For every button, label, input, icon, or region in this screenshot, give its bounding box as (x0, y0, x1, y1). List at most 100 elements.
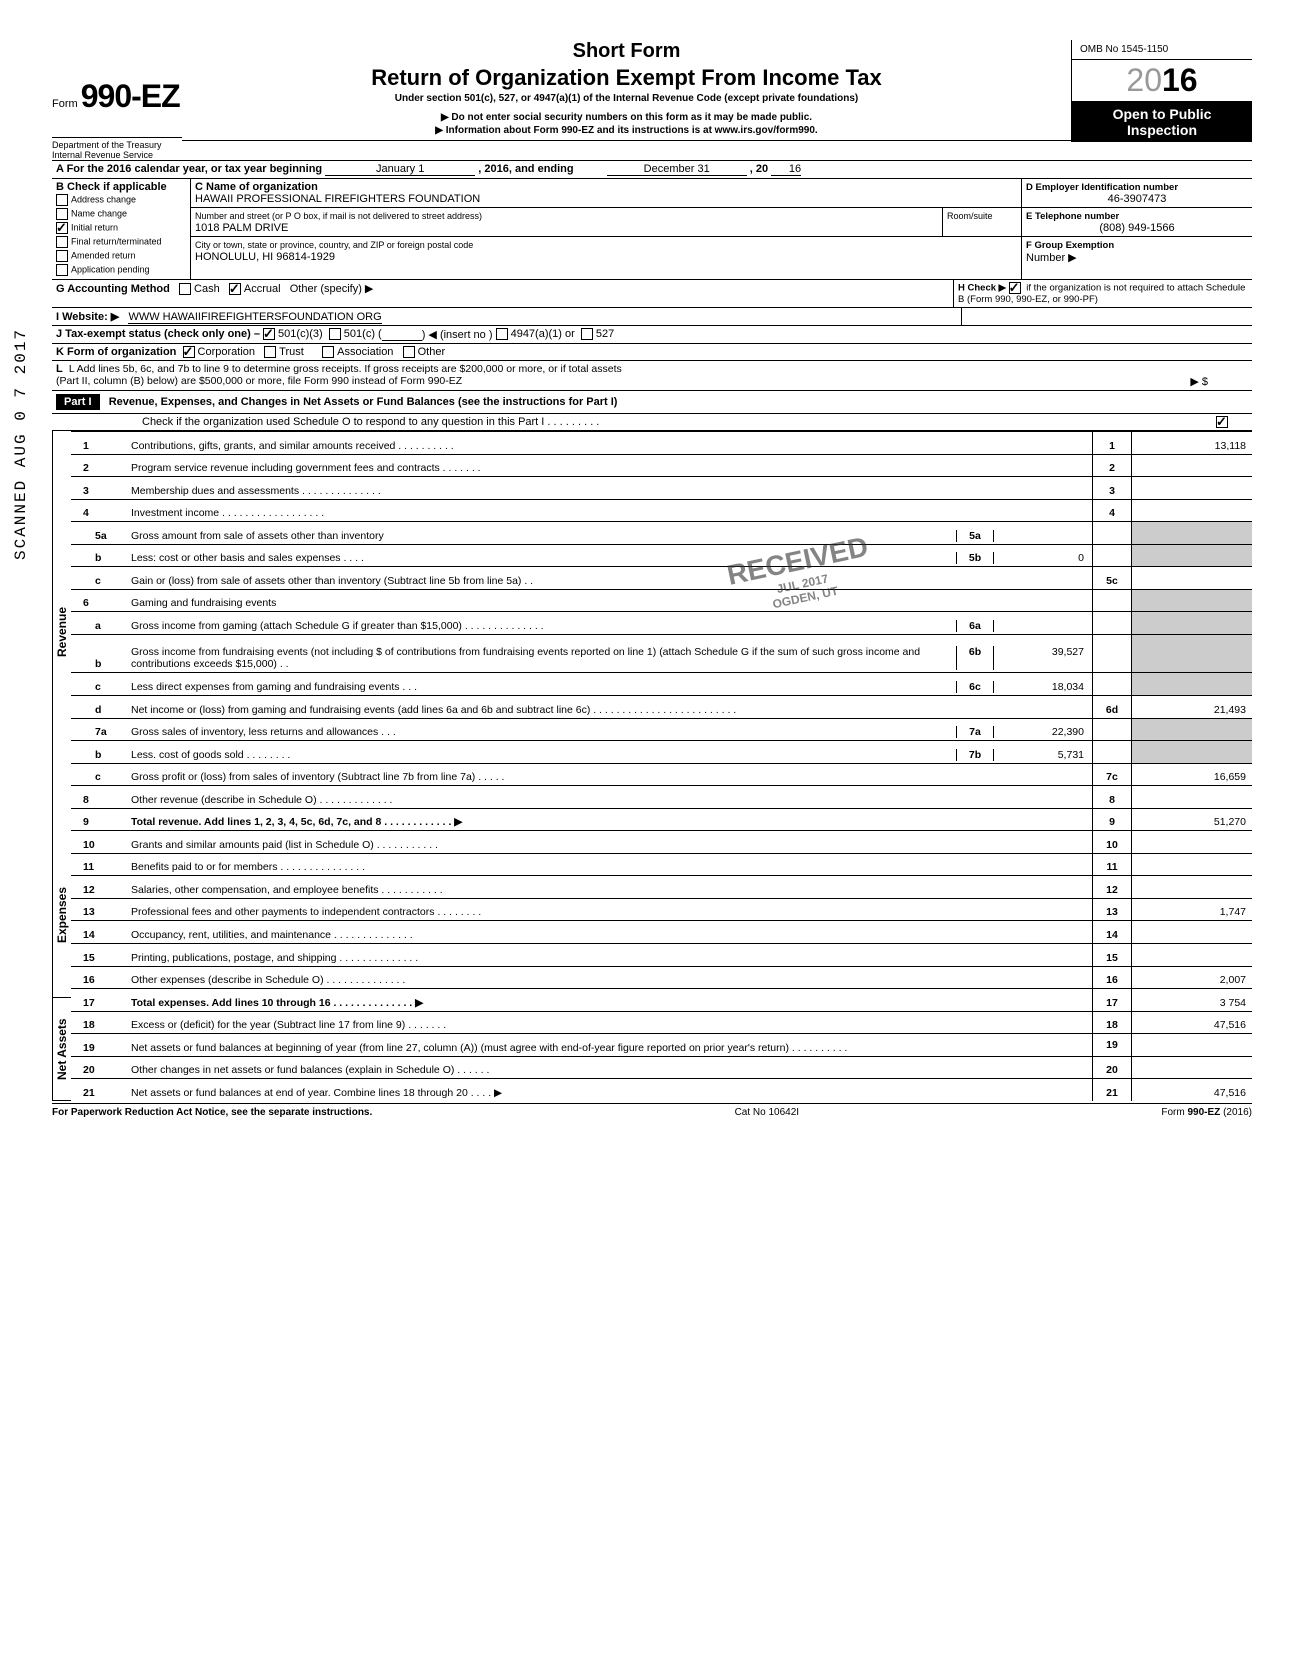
line-9: 9Total revenue. Add lines 1, 2, 3, 4, 5c… (71, 808, 1252, 831)
line-5b: b Less: cost or other basis and sales ex… (71, 544, 1252, 567)
K-other-checkbox[interactable] (403, 346, 415, 358)
B-checkbox[interactable] (56, 222, 68, 234)
B-checkbox[interactable] (56, 264, 68, 276)
line-20: 20Other changes in net assets or fund ba… (71, 1056, 1252, 1079)
line-6: 6Gaming and fundraising events (71, 589, 1252, 612)
B-checkbox[interactable] (56, 250, 68, 262)
omb-number: OMB No 1545-1150 (1072, 40, 1252, 60)
line-1: 1Contributions, gifts, grants, and simil… (71, 432, 1252, 455)
A-end: December 31 (607, 163, 747, 176)
line-15: 15Printing, publications, postage, and s… (71, 943, 1252, 966)
lines-wrapper: Revenue Expenses Net Assets 1Contributio… (52, 430, 1252, 1101)
E-label: E Telephone number (1026, 211, 1119, 222)
right-box: OMB No 1545-1150 2016 Open to Public Ins… (1071, 40, 1252, 142)
line-18: 18Excess or (deficit) for the year (Subt… (71, 1011, 1252, 1034)
B-item-label: Name change (71, 208, 127, 218)
B-item-label: Amended return (71, 250, 136, 260)
line-13: 13Professional fees and other payments t… (71, 898, 1252, 921)
line-7c: cGross profit or (loss) from sales of in… (71, 763, 1252, 786)
B-item-label: Application pending (71, 264, 150, 274)
B-checkbox[interactable] (56, 194, 68, 206)
line-14: 14Occupancy, rent, utilities, and mainte… (71, 921, 1252, 944)
line-A: A For the 2016 calendar year, or tax yea… (52, 160, 1252, 178)
GH-row: G Accounting Method Cash Accrual Other (… (52, 279, 1252, 307)
donot-text: ▶ Do not enter social security numbers o… (182, 112, 1071, 123)
form-prefix: Form (52, 98, 78, 110)
L-row: L L Add lines 5b, 6c, and 7b to line 9 t… (52, 360, 1252, 390)
dept1: Department of the Treasury (52, 140, 182, 150)
line-12: 12Salaries, other compensation, and empl… (71, 876, 1252, 899)
J-row: J Tax-exempt status (check only one) – 5… (52, 325, 1252, 343)
D-label: D Employer Identification number (1026, 182, 1178, 193)
short-form-title: Short Form (182, 40, 1071, 63)
accrual-checkbox[interactable] (229, 283, 241, 295)
K-trust: Trust (279, 346, 304, 358)
J-a1-checkbox[interactable] (496, 328, 508, 340)
B-item-label: Final return/terminated (71, 236, 162, 246)
B-item: Amended return (56, 249, 186, 263)
partI-checkbox[interactable] (1216, 416, 1228, 428)
K-corp: Corporation (198, 346, 255, 358)
J-c3-checkbox[interactable] (263, 328, 275, 340)
line-7b: b Less. cost of goods sold . . . . . . .… (71, 741, 1252, 764)
K-trust-checkbox[interactable] (264, 346, 276, 358)
partI-check-text: Check if the organization used Schedule … (142, 416, 1216, 428)
B-checkbox[interactable] (56, 208, 68, 220)
accrual-label: Accrual (244, 283, 281, 295)
J-c3: 501(c)(3) (278, 328, 323, 341)
K-row: K Form of organization Corporation Trust… (52, 343, 1252, 360)
cash-label: Cash (194, 283, 220, 295)
I-label: I Website: ▶ (56, 311, 119, 323)
room-label: Room/suite (947, 211, 993, 221)
line-11: 11Benefits paid to or for members . . . … (71, 853, 1252, 876)
line-16: 16Other expenses (describe in Schedule O… (71, 966, 1252, 989)
C-label: C Name of organization (195, 181, 318, 193)
section-labels: Revenue Expenses Net Assets (52, 431, 71, 1101)
A-label: A For the 2016 calendar year, or tax yea… (56, 163, 322, 175)
J-c-checkbox[interactable] (329, 328, 341, 340)
B-item-label: Initial return (71, 222, 118, 232)
org-name: HAWAII PROFESSIONAL FIREFIGHTERS FOUNDAT… (195, 193, 480, 205)
line-5c: cGain or (loss) from sale of assets othe… (71, 567, 1252, 590)
J-insert: ) ◀ (insert no ) (422, 328, 493, 341)
line-8: 8Other revenue (describe in Schedule O) … (71, 786, 1252, 809)
B-item: Final return/terminated (56, 235, 186, 249)
line-3: 3Membership dues and assessments . . . .… (71, 477, 1252, 500)
line-17: 17Total expenses. Add lines 10 through 1… (71, 989, 1252, 1012)
footer-left: For Paperwork Reduction Act Notice, see … (52, 1107, 372, 1118)
K-corp-checkbox[interactable] (183, 346, 195, 358)
under-text: Under section 501(c), 527, or 4947(a)(1)… (182, 93, 1071, 104)
DEF-block: D Employer Identification number 46-3907… (1021, 179, 1252, 279)
K-assoc-checkbox[interactable] (322, 346, 334, 358)
line-2: 2Program service revenue including gover… (71, 454, 1252, 477)
A-mid: , 2016, and ending (478, 163, 573, 175)
L-arrow: ▶ $ (1190, 375, 1248, 388)
cash-checkbox[interactable] (179, 283, 191, 295)
B-item: Name change (56, 207, 186, 221)
A-end-year: 16 (771, 163, 801, 176)
D-value: 46-3907473 (1026, 193, 1248, 205)
expenses-label: Expenses (52, 833, 71, 998)
line-5a: 5a Gross amount from sale of assets othe… (71, 522, 1252, 545)
L-line2: (Part II, column (B) below) are $500,000… (56, 375, 1190, 388)
B-checkbox[interactable] (56, 236, 68, 248)
J-527-checkbox[interactable] (581, 328, 593, 340)
footer-mid: Cat No 10642I (735, 1107, 800, 1118)
street: 1018 PALM DRIVE (195, 222, 288, 234)
netassets-label: Net Assets (52, 998, 71, 1101)
form-page: SCANNED AUG 0 7 2017 RECEIVED JUL 2017 O… (52, 40, 1252, 1118)
B-item: Application pending (56, 263, 186, 277)
J-label: J Tax-exempt status (check only one) – (56, 328, 260, 341)
I-value: WWW HAWAIIFIREFIGHTERSFOUNDATION ORG (128, 311, 381, 324)
F-sub: Number ▶ (1026, 252, 1077, 264)
J-c: 501(c) ( (344, 328, 382, 341)
dept2: Internal Revenue Service (52, 150, 182, 160)
city: HONOLULU, HI 96814-1929 (195, 251, 335, 263)
A-yr-prefix: , 20 (750, 163, 768, 175)
H-checkbox[interactable] (1009, 282, 1021, 294)
F-label: F Group Exemption (1026, 240, 1114, 251)
K-other: Other (418, 346, 446, 358)
B-item: Address change (56, 193, 186, 207)
H-label: H Check ▶ (958, 283, 1006, 294)
B-block: B Check if applicable Address changeName… (52, 179, 191, 279)
